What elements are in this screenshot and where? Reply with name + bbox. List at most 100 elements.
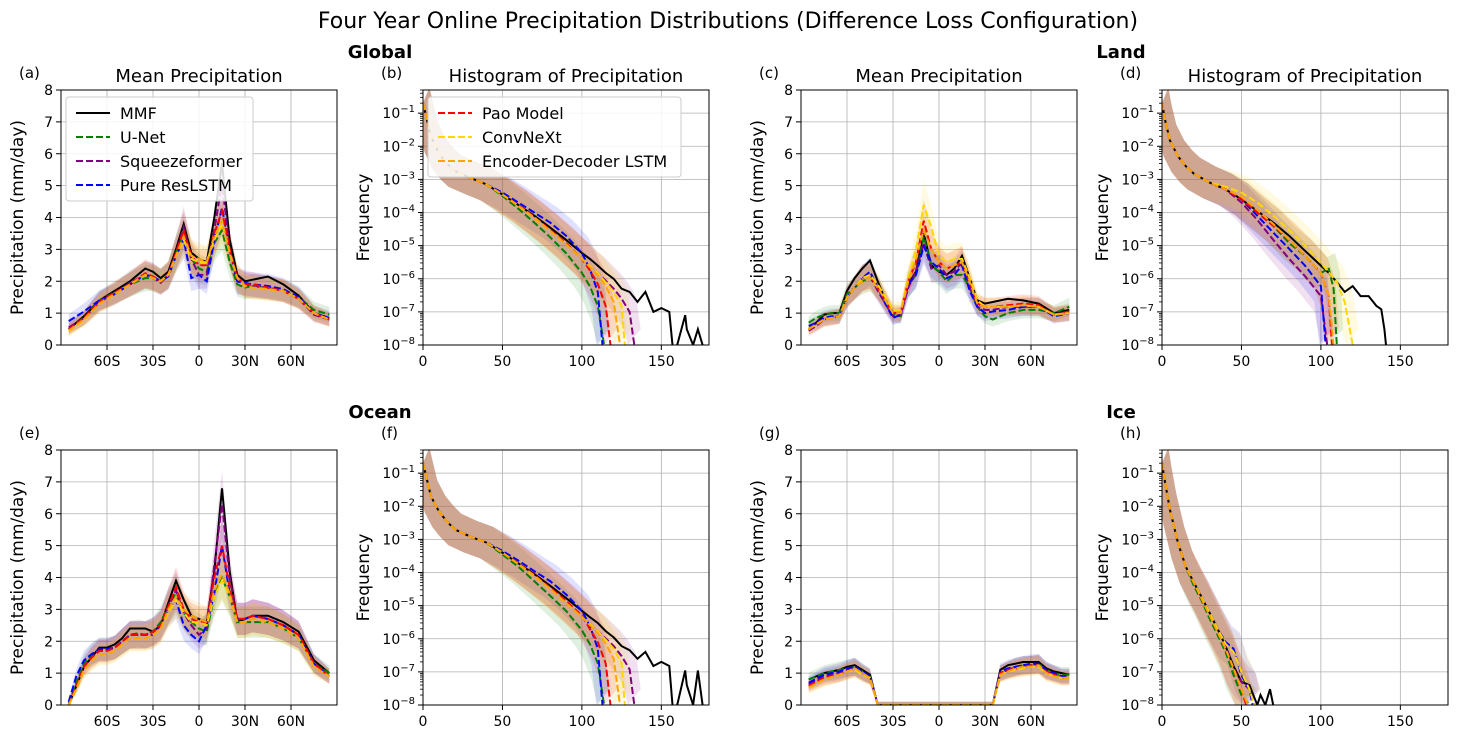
x-tick-label: 0 — [195, 354, 204, 370]
legend-box — [65, 96, 254, 202]
x-tick-label: 100 — [1308, 354, 1335, 370]
y-tick-label: 10−5 — [382, 597, 415, 615]
x-tick-label: 150 — [648, 354, 675, 370]
series-line-encoder-decoder-lstm — [67, 571, 330, 705]
y-tick-label: 10−3 — [382, 170, 415, 188]
x-tick-label: 30S — [880, 354, 907, 370]
x-tick-label: 60N — [1017, 714, 1045, 730]
band-pure-reslstm — [423, 90, 609, 345]
x-tick-label: 100 — [569, 354, 596, 370]
panel-f: 0 50 100 150 10−8 10−7 10−6 10−5 10−4 10−3 10−2 10−… — [354, 424, 710, 730]
legend-label: Squeezeformer — [120, 152, 243, 171]
panel-label: (f) — [381, 424, 398, 442]
series-line-pure-reslstm — [808, 243, 1070, 327]
panels: 60S 30S 0 30N 60N 0 1 2 3 4 5 6 7 8 Precipitation (mm/… — [8, 64, 1449, 730]
band-encoder-decoder-lstm — [1162, 450, 1255, 705]
y-tick-label: 10−7 — [1121, 303, 1154, 321]
y-tick-label: 2 — [44, 634, 53, 650]
panel-label: (h) — [1120, 424, 1141, 442]
series-line-convnext — [1162, 103, 1354, 345]
series-line-mmf-tail — [676, 314, 704, 345]
series-line-encoder-decoder-lstm — [423, 462, 621, 705]
y-axis-label: Frequency — [354, 174, 374, 262]
region-label-ocean: Ocean — [348, 402, 411, 423]
series-line-mmf — [808, 661, 1070, 705]
x-tick-label: 60N — [277, 354, 305, 370]
y-tick-label: 4 — [44, 571, 53, 587]
y-tick-label: 10−5 — [1121, 597, 1154, 615]
y-tick-label: 10−4 — [382, 564, 415, 582]
x-tick-label: 150 — [1387, 354, 1414, 370]
figure-title: Four Year Online Precipitation Distribut… — [318, 9, 1138, 34]
legend-box — [427, 96, 682, 178]
x-tick-label: 60S — [94, 714, 121, 730]
x-tick-label: 0 — [935, 714, 944, 730]
plot-area — [67, 470, 330, 705]
series-line-convnext — [423, 462, 626, 705]
band-convnext — [808, 180, 1070, 335]
y-tick-label: 10−6 — [382, 270, 415, 288]
y-tick-label: 8 — [44, 443, 53, 459]
panel-label: (b) — [381, 64, 402, 82]
y-tick-label: 10−7 — [1121, 663, 1154, 681]
y-tick-label: 10−3 — [382, 530, 415, 548]
panel-a: 60S 30S 0 30N 60N 0 1 2 3 4 5 6 7 8 Precipitation (mm/… — [8, 64, 338, 370]
series-line-encoder-decoder-lstm — [1162, 463, 1249, 705]
x-tick-label: 60S — [834, 714, 861, 730]
y-axis-label: Precipitation (mm/day) — [8, 120, 28, 315]
y-tick-label: 10−3 — [1121, 530, 1154, 548]
panel-title: Mean Precipitation — [115, 66, 282, 87]
series-line-encoder-decoder-lstm — [808, 227, 1070, 330]
band-u-net — [1162, 450, 1256, 705]
y-tick-label: 10−7 — [382, 663, 415, 681]
plot-area — [423, 450, 704, 705]
panel-label: (a) — [19, 64, 40, 82]
panel-e: 60S 30S 0 30N 60N 0 1 2 3 4 5 6 7 8 Precipitation (mm/… — [8, 424, 338, 730]
y-tick-label: 10−2 — [382, 137, 415, 155]
y-axis-label: Frequency — [1093, 534, 1113, 622]
y-tick-label: 2 — [44, 274, 53, 290]
x-tick-label: 30S — [880, 714, 907, 730]
y-tick-label: 4 — [44, 211, 53, 227]
y-tick-label: 10−8 — [1121, 336, 1154, 354]
y-tick-label: 1 — [784, 666, 793, 682]
y-tick-label: 0 — [44, 338, 53, 354]
plot-area — [808, 180, 1070, 336]
band-pao-model — [423, 90, 617, 345]
x-tick-label: 0 — [1158, 354, 1167, 370]
band-pure-reslstm — [1162, 450, 1259, 705]
band-pao-model — [68, 187, 330, 335]
y-tick-label: 3 — [784, 242, 793, 258]
y-tick-label: 7 — [784, 115, 793, 131]
series-line-encoder-decoder-lstm — [808, 664, 1070, 705]
panel-label: (c) — [759, 64, 779, 82]
y-tick-label: 10−4 — [382, 204, 415, 222]
x-tick-label: 50 — [494, 354, 512, 370]
panel-label: (e) — [19, 424, 40, 442]
y-tick-label: 10−1 — [1121, 104, 1154, 122]
series-line-mmf-tail — [676, 670, 704, 705]
series-line-u-net — [808, 236, 1070, 324]
y-tick-label: 10−7 — [382, 303, 415, 321]
y-tick-label: 0 — [784, 698, 793, 714]
band-convnext — [423, 450, 632, 705]
band-encoder-decoder-lstm — [423, 450, 627, 705]
series-line-pao-model — [68, 207, 330, 330]
x-tick-label: 0 — [195, 714, 204, 730]
panel-g: 60S 30S 0 30N 60N 0 1 2 3 4 5 6 7 8 Precipitation (mm/… — [748, 424, 1078, 730]
y-tick-label: 10−4 — [1121, 204, 1154, 222]
y-tick-label: 4 — [784, 211, 793, 227]
region-label-ice: Ice — [1106, 402, 1136, 423]
series-line-mmf — [1162, 463, 1275, 705]
y-tick-label: 10−2 — [1121, 497, 1154, 515]
band-encoder-decoder-lstm — [423, 90, 627, 345]
band-u-net — [808, 217, 1070, 330]
panel-title: Mean Precipitation — [855, 66, 1022, 87]
x-tick-label: 100 — [1308, 714, 1335, 730]
y-tick-label: 10−6 — [1121, 270, 1154, 288]
y-tick-label: 3 — [784, 602, 793, 618]
band-encoder-decoder-lstm — [1162, 90, 1340, 345]
y-tick-label: 10−5 — [382, 237, 415, 255]
band-u-net — [68, 555, 330, 705]
panel-h: 0 50 100 150 10−8 10−7 10−6 10−5 10−4 10−3 10−2 10−… — [1093, 424, 1449, 730]
